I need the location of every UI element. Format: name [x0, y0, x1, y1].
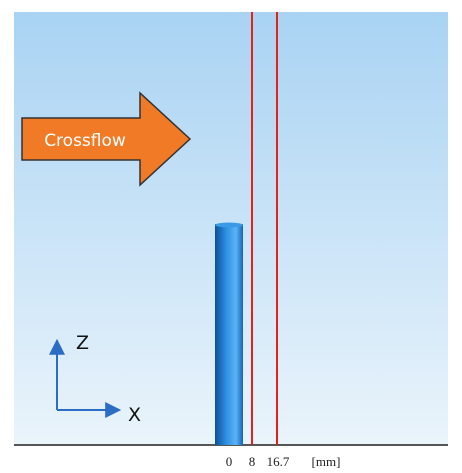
x-axis-label: X	[128, 404, 141, 426]
flow-label: Crossflow	[44, 131, 126, 151]
flow-arrow	[21, 91, 192, 187]
z-axis-label: Z	[76, 332, 89, 354]
scale-tick: 16.7	[267, 454, 290, 469]
scale-tick: 0	[226, 454, 233, 469]
cylinder	[215, 224, 243, 445]
cylinder-top	[215, 222, 243, 228]
scale-tick: 8	[249, 454, 256, 469]
scale-unit: [mm]	[312, 454, 341, 469]
